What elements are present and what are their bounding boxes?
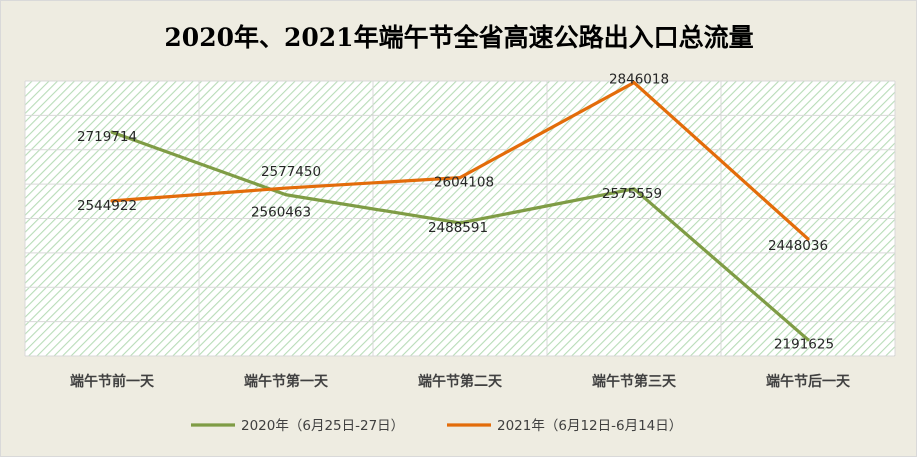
legend-label: 2020年（6月25日-27日） [241,418,404,434]
data-label: 2448036 [768,238,828,254]
legend: 2020年（6月25日-27日） 2021年（6月12日-6月14日） [191,418,682,434]
chart-title: 2020年、2021年端午节全省高速公路出入口总流量 [164,23,753,52]
data-point [110,130,114,134]
data-label: 2560463 [251,205,311,221]
data-point [110,199,114,203]
category-label: 端午节第一天 [244,373,329,390]
data-label: 2191625 [774,337,834,353]
data-label: 2719714 [77,129,137,145]
data-label: 2544922 [77,198,137,214]
grid [24,80,896,357]
data-point [806,237,810,241]
data-label: 2575559 [602,186,662,202]
data-point [806,338,810,342]
data-point [458,221,462,225]
category-label: 端午节第三天 [592,373,677,390]
category-label: 端午节第二天 [418,373,503,390]
data-point [284,186,288,190]
data-label: 2488591 [428,220,488,236]
data-point [632,81,636,85]
category-label: 端午节前一天 [70,373,155,390]
data-point [632,187,636,191]
series-group [110,80,810,342]
data-label: 2846018 [609,72,669,88]
legend-label: 2021年（6月12日-6月14日） [497,418,682,434]
data-label: 2577450 [261,164,321,180]
data-labels: 2719714 2560463 2488591 2575559 2191625 25449… [77,72,834,353]
data-label: 2604108 [434,175,494,191]
category-label: 端午节后一天 [766,373,851,390]
category-axis: 端午节前一天 端午节第一天 端午节第二天 端午节第三天 端午节后一天 [70,373,851,390]
data-point [284,193,288,197]
data-point [458,176,462,180]
